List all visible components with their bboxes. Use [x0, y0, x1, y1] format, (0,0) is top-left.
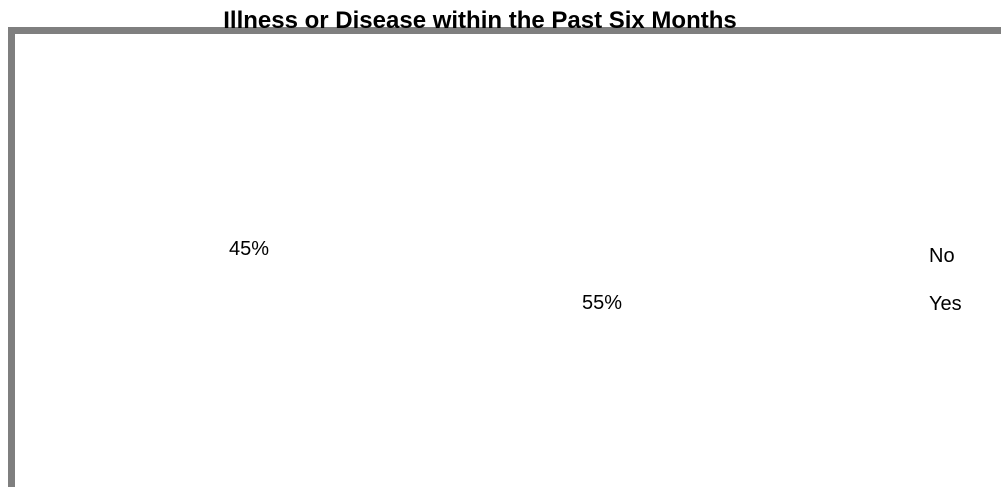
legend-entry-yes: Yes: [929, 293, 962, 315]
chart-title: Illness or Disease within the Past Six M…: [223, 7, 737, 34]
legend-entry-no: No: [929, 245, 955, 267]
data-label-no: 45%: [229, 238, 270, 260]
pie-plot-area: [0, 0, 1001, 477]
legend: No Yes: [929, 244, 989, 340]
data-label-yes: 55%: [582, 292, 623, 314]
chart-frame: [8, 27, 1001, 487]
